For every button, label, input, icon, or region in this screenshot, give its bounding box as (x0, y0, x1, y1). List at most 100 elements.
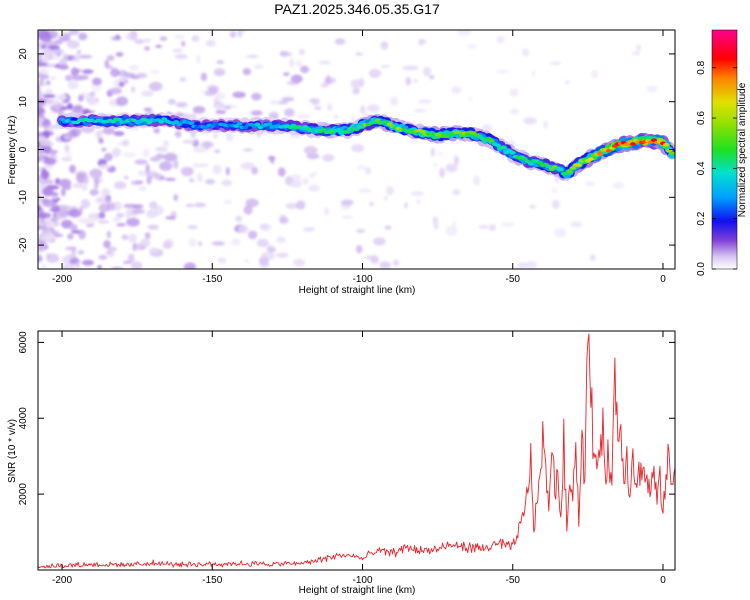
colorbar-tick-label: 0.4 (696, 161, 707, 175)
spectrogram-noise-cell (191, 35, 200, 42)
spectrogram-noise-cell (163, 152, 178, 162)
spectrogram-noise-cell (416, 200, 421, 204)
spectrogram-noise-cell (242, 148, 253, 152)
spectrogram-noise-cell (350, 79, 362, 88)
spectrogram-noise-cell (235, 215, 243, 223)
spectrogram-noise-cell (198, 241, 203, 247)
spectrogram-noise-cell (77, 217, 90, 224)
spectrogram-noise-cell (355, 229, 366, 234)
spectrogram-noise-cell (451, 86, 462, 94)
spectrogram-y-tick-label: 20 (18, 48, 29, 60)
spectrogram-noise-cell (82, 259, 94, 266)
colorbar-frame (711, 29, 738, 270)
spectrogram-noise-cell (75, 128, 81, 135)
spectrogram-noise-cell (436, 151, 444, 156)
spectrogram-noise-cell (296, 200, 306, 210)
spectrogram-noise-cell (237, 30, 243, 38)
spectrogram-noise-cell (251, 166, 258, 175)
spectrogram-ridge-cell (569, 166, 576, 170)
spectrogram-noise-cell (51, 204, 60, 213)
spectrogram-noise-cell (245, 198, 259, 208)
spectrogram-noise-cell (507, 141, 516, 145)
spectrogram-noise-cell (267, 247, 277, 253)
spectrogram-noise-cell (52, 233, 64, 237)
spectrogram-noise-cell (58, 34, 71, 41)
spectrogram-noise-cell (115, 52, 124, 57)
spectrogram-noise-cell (112, 217, 121, 222)
spectrogram-noise-cell (115, 34, 121, 40)
spectrogram-noise-cell (241, 30, 247, 34)
spectrogram-noise-cell (430, 147, 435, 157)
spectrogram-noise-cell (303, 227, 316, 232)
spectrogram-noise-cell (122, 260, 132, 265)
spectrogram-noise-cell (173, 159, 179, 169)
spectrogram-ridge-cell (455, 130, 462, 135)
spectrogram-x-tick-label: -150 (202, 274, 222, 285)
spectrogram-noise-cell (140, 238, 151, 248)
spectrogram-noise-cell (110, 67, 120, 78)
spectrogram-noise-cell (50, 191, 59, 197)
spectrogram-noise-cell (40, 179, 54, 185)
spectrogram-noise-cell (200, 141, 214, 148)
chart-title: PAZ1.2025.346.05.35.G17 (274, 1, 440, 17)
spectrogram-noise-cell (65, 150, 73, 160)
snr-y-tick-label: 2000 (18, 483, 29, 506)
spectrogram-noise-cell (78, 54, 93, 59)
spectrogram-ridge-cell (596, 151, 603, 156)
spectrogram-noise-cell (352, 87, 360, 95)
spectrogram-noise-cell (38, 137, 48, 142)
spectrogram-noise-cell (496, 69, 510, 74)
spectrogram-noise-cell (105, 197, 112, 207)
spectrogram-noise-cell (64, 74, 73, 82)
spectrogram-noise-cell (439, 167, 445, 178)
spectrogram-noise-cell (110, 266, 124, 269)
colorbar-tick-label: 0.0 (696, 262, 707, 276)
spectrogram-noise-cell (279, 50, 288, 57)
spectrogram-ridge-cell (116, 117, 123, 122)
spectrogram-noise-cell (379, 64, 391, 68)
spectrogram-noise-cell (284, 108, 295, 117)
spectrogram-noise-cell (325, 74, 331, 85)
spectrogram-noise-cell (585, 181, 596, 187)
snr-y-tick-label: 6000 (18, 331, 29, 354)
spectrogram-noise-cell (98, 164, 112, 170)
spectrogram-noise-cell (406, 65, 419, 71)
spectrogram-noise-cell (253, 64, 264, 69)
spectrogram-noise-cell (242, 68, 252, 76)
spectrogram-noise-cell (174, 54, 188, 59)
spectrogram-noise-cell (70, 67, 79, 77)
spectrogram-noise-cell (116, 212, 125, 218)
spectrogram-noise-cell (38, 82, 49, 87)
spectrogram-noise-cell (383, 196, 389, 201)
spectrogram-noise-cell (56, 93, 67, 101)
spectrogram-noise-cell (175, 102, 188, 108)
spectrogram-noise-cell (51, 41, 61, 46)
spectrogram-noise-cell (196, 54, 201, 64)
spectrogram-noise-cell (46, 253, 60, 264)
spectrogram-noise-cell (410, 190, 425, 197)
spectrogram-noise-cell (240, 162, 255, 170)
spectrogram-noise-cell (116, 96, 128, 106)
spectrogram-noise-cell (173, 194, 178, 202)
spectrogram-noise-cell (322, 154, 335, 162)
spectrogram-noise-cell (413, 79, 418, 83)
spectrogram-noise-cell (103, 240, 111, 249)
spectrogram-noise-cell (138, 186, 147, 192)
snr-plot-area (38, 331, 675, 570)
spectrogram-ridge-cell (545, 164, 552, 169)
spectrogram-noise-cell (276, 236, 287, 244)
spectrogram-ridge-cell (527, 162, 534, 166)
spectrogram-noise-cell (38, 106, 45, 116)
spectrogram-noise-cell (39, 242, 44, 250)
spectrogram-noise-cell (473, 175, 480, 186)
spectrogram-noise-cell (279, 217, 289, 224)
spectrogram-noise-cell (123, 152, 137, 158)
spectrogram-noise-cell (78, 206, 84, 213)
spectrogram-noise-cell (78, 229, 86, 240)
spectrogram-noise-cell (289, 180, 303, 188)
spectrogram-noise-cell (69, 224, 78, 231)
spectrogram-noise-cell (134, 39, 145, 44)
spectrogram-noise-cell (445, 163, 458, 173)
spectrogram-noise-cell (357, 164, 367, 171)
